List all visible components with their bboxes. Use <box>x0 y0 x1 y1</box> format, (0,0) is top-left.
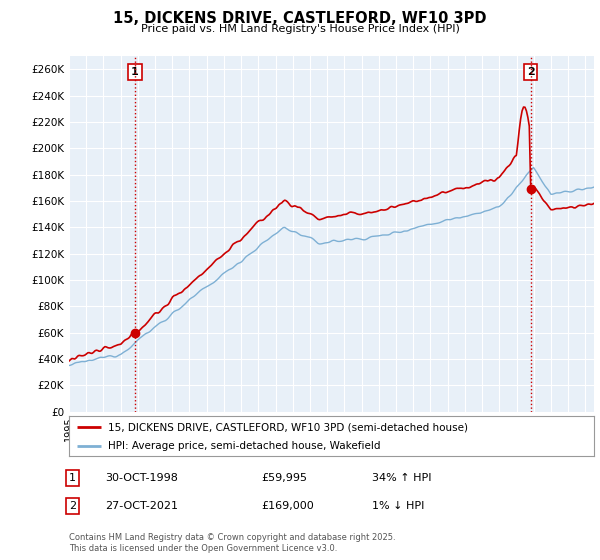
Text: 30-OCT-1998: 30-OCT-1998 <box>105 473 178 483</box>
Text: 2: 2 <box>527 67 535 77</box>
Text: Price paid vs. HM Land Registry's House Price Index (HPI): Price paid vs. HM Land Registry's House … <box>140 24 460 34</box>
Text: 27-OCT-2021: 27-OCT-2021 <box>105 501 178 511</box>
Text: 15, DICKENS DRIVE, CASTLEFORD, WF10 3PD: 15, DICKENS DRIVE, CASTLEFORD, WF10 3PD <box>113 11 487 26</box>
Text: 1: 1 <box>69 473 76 483</box>
Text: HPI: Average price, semi-detached house, Wakefield: HPI: Average price, semi-detached house,… <box>109 441 381 451</box>
Text: 15, DICKENS DRIVE, CASTLEFORD, WF10 3PD (semi-detached house): 15, DICKENS DRIVE, CASTLEFORD, WF10 3PD … <box>109 422 469 432</box>
Text: 1: 1 <box>131 67 139 77</box>
Text: 2: 2 <box>69 501 76 511</box>
Text: 1% ↓ HPI: 1% ↓ HPI <box>372 501 424 511</box>
Text: £59,995: £59,995 <box>261 473 307 483</box>
Text: 34% ↑ HPI: 34% ↑ HPI <box>372 473 431 483</box>
Text: £169,000: £169,000 <box>261 501 314 511</box>
Text: Contains HM Land Registry data © Crown copyright and database right 2025.
This d: Contains HM Land Registry data © Crown c… <box>69 533 395 553</box>
